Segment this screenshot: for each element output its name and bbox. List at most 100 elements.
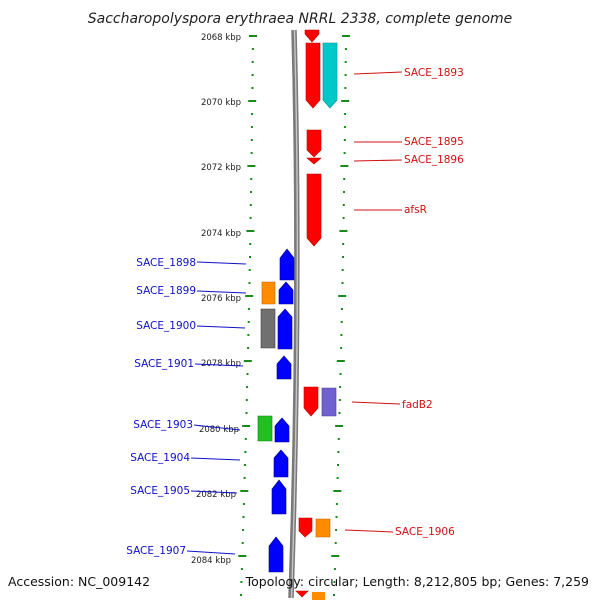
scale-tick-minor: [341, 282, 344, 284]
scale-tick-minor: [342, 243, 345, 245]
kbp-scale: 2068 kbp 2070 kbp 2072 kbp 2074 kbp 2076…: [191, 33, 241, 566]
scale-tick-minor: [249, 243, 252, 245]
gene-arrow-sace-1899[interactable]: [261, 281, 276, 305]
scale-tick-minor: [337, 438, 340, 440]
scale-tick-minor: [344, 48, 347, 50]
kbp-label: 2074 kbp: [201, 229, 241, 239]
scale-tick-minor: [242, 516, 245, 518]
accession-text: Accession: NC_009142: [8, 574, 150, 589]
gene-label-sace-1906[interactable]: SACE_1906: [395, 526, 455, 538]
scale-tick-major: [331, 555, 340, 557]
gene-arrow-fadb2[interactable]: [303, 386, 319, 417]
gene-label-sace-1903[interactable]: SACE_1903: [133, 419, 193, 431]
scale-tick-major: [245, 295, 254, 297]
scale-tick-minor: [333, 568, 336, 570]
gene-label-sace-1896[interactable]: SACE_1896: [404, 154, 464, 166]
scale-tick-minor: [335, 503, 338, 505]
gene-label-afsr[interactable]: afsR: [404, 204, 427, 216]
kbp-label: 2080 kbp: [199, 425, 239, 435]
scale-tick-minor: [242, 503, 245, 505]
gene-arrow-afsr[interactable]: [306, 173, 322, 247]
gene-arrow[interactable]: [277, 308, 293, 350]
scale-ticks-right: [331, 35, 350, 596]
scale-tick-major: [335, 425, 344, 427]
scale-tick-minor: [250, 178, 253, 180]
gene-arrow-sace-1906[interactable]: [315, 518, 331, 538]
genome-backbone-highlight: [290, 29, 299, 599]
scale-tick-minor: [344, 61, 347, 63]
gene-arrow[interactable]: [295, 590, 309, 598]
scale-tick-minor: [241, 542, 244, 544]
scale-tick-minor: [344, 87, 347, 89]
scale-tick-minor: [250, 139, 253, 141]
gene-arrow[interactable]: [278, 281, 294, 305]
scale-tick-minor: [251, 48, 254, 50]
scale-tick-minor: [340, 347, 343, 349]
scale-tick-major: [339, 230, 348, 232]
gene-arrow-sace-1905[interactable]: [271, 479, 287, 515]
scale-tick-minor: [244, 464, 246, 466]
scale-tick-minor: [240, 581, 243, 583]
gene-arrow-sace-1901[interactable]: [276, 355, 292, 380]
scale-tick-minor: [334, 542, 337, 544]
scale-tick-minor: [245, 399, 248, 401]
gene-arrow-sace-1900[interactable]: [260, 308, 276, 349]
gene-arrow-sace-1896[interactable]: [306, 157, 322, 165]
gene-arrow[interactable]: [312, 592, 325, 600]
scale-tick-minor: [343, 139, 346, 141]
gene-arrow[interactable]: [322, 42, 338, 109]
scale-tick-major: [247, 165, 256, 167]
scale-tick-minor: [344, 74, 347, 76]
gene-label-sace-1901[interactable]: SACE_1901: [134, 358, 194, 370]
scale-tick-minor: [343, 126, 346, 128]
scale-tick-minor: [333, 594, 335, 596]
scale-tick-minor: [344, 113, 347, 115]
gene-label-sace-1904[interactable]: SACE_1904: [130, 452, 190, 464]
gene-label-sace-1893[interactable]: SACE_1893: [404, 67, 464, 79]
gene-arrow-sace-1895[interactable]: [306, 129, 322, 158]
scale-tick-major: [341, 100, 350, 102]
kbp-label: 2076 kbp: [201, 294, 241, 304]
gene-arrow[interactable]: [321, 387, 337, 417]
gene-features-left: [257, 248, 295, 573]
gene-label-sace-1898[interactable]: SACE_1898: [136, 257, 196, 269]
gene-arrow-sace-1907[interactable]: [268, 536, 284, 573]
gene-label-sace-1900[interactable]: SACE_1900: [136, 320, 196, 332]
kbp-label: 2082 kbp: [196, 490, 236, 500]
scale-tick-major: [336, 360, 345, 362]
scale-tick-minor: [337, 451, 340, 453]
map-title: Saccharopolyspora erythraea NRRL 2338, c…: [88, 11, 513, 27]
gene-label-sace-1895[interactable]: SACE_1895: [404, 136, 464, 148]
scale-tick-minor: [250, 152, 253, 154]
scale-tick-major: [240, 490, 249, 492]
scale-tick-major: [246, 230, 255, 232]
scale-tick-minor: [337, 464, 339, 466]
gene-label-sace-1905[interactable]: SACE_1905: [130, 485, 190, 497]
gene-arrow-sace-1903[interactable]: [257, 415, 273, 442]
scale-tick-minor: [251, 87, 254, 89]
scale-tick-minor: [250, 191, 252, 193]
scale-tick-minor: [249, 217, 252, 219]
gene-labels-left: SACE_1898 SACE_1899 SACE_1900 SACE_1901 …: [126, 257, 247, 557]
gene-label-sace-1907[interactable]: SACE_1907: [126, 545, 186, 557]
gene-features-right: [295, 29, 338, 600]
gene-arrow[interactable]: [304, 29, 320, 43]
gene-arrow-sace-1898[interactable]: [279, 248, 295, 281]
gene-arrow-sace-1904[interactable]: [273, 449, 289, 478]
scale-tick-minor: [251, 113, 254, 115]
scale-tick-minor: [246, 386, 249, 388]
scale-tick-minor: [244, 451, 247, 453]
gene-arrow[interactable]: [274, 417, 290, 443]
scale-tick-minor: [243, 477, 246, 479]
kbp-label: 2072 kbp: [201, 163, 241, 173]
scale-tick-minor: [249, 256, 251, 258]
scale-tick-minor: [247, 321, 250, 323]
gene-label-fadb2[interactable]: fadB2: [402, 399, 433, 411]
gene-label-sace-1899[interactable]: SACE_1899: [136, 285, 196, 297]
scale-tick-minor: [240, 568, 243, 570]
gene-arrow-sace-1893[interactable]: [305, 42, 321, 109]
gene-arrow[interactable]: [298, 517, 313, 538]
scale-tick-minor: [336, 477, 339, 479]
scale-tick-minor: [342, 217, 345, 219]
